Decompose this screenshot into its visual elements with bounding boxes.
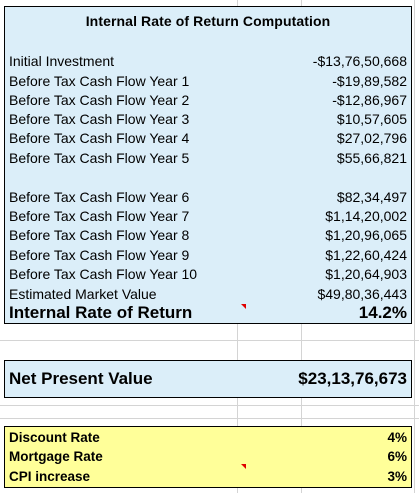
row-value: $1,20,96,065 [325, 226, 407, 243]
row-value: -$12,86,967 [332, 91, 407, 108]
row-mortgage-rate[interactable]: Mortgage Rate 6% [9, 447, 407, 466]
row-value: $49,80,36,443 [317, 285, 407, 302]
row-cash-flow-year-3[interactable]: Before Tax Cash Flow Year 3 $10,57,605 [9, 109, 407, 128]
rate-value: 6% [387, 449, 407, 464]
row-cash-flow-year-4[interactable]: Before Tax Cash Flow Year 4 $27,02,796 [9, 128, 407, 147]
rate-label: Mortgage Rate [9, 449, 103, 464]
npv-panel: Net Present Value $23,13,76,673 [4, 360, 412, 398]
column-gridline [414, 0, 415, 493]
irr-result-label: Internal Rate of Return [9, 303, 193, 322]
row-cash-flow-year-7[interactable]: Before Tax Cash Flow Year 7 $1,14,20,002 [9, 206, 407, 225]
npv-label: Net Present Value [9, 369, 153, 388]
row-cpi-increase[interactable]: CPI increase 3% [9, 467, 407, 486]
row-cash-flow-year-2[interactable]: Before Tax Cash Flow Year 2 -$12,86,967 [9, 90, 407, 109]
row-label: Before Tax Cash Flow Year 3 [9, 110, 190, 127]
row-label: Before Tax Cash Flow Year 1 [9, 72, 190, 89]
row-label: Before Tax Cash Flow Year 7 [9, 207, 190, 224]
row-label: Before Tax Cash Flow Year 9 [9, 246, 190, 263]
row-gridline [0, 405, 419, 406]
row-cash-flow-year-10[interactable]: Before Tax Cash Flow Year 10 $1,20,64,90… [9, 264, 407, 283]
irr-panel-title: Internal Rate of Return Computation [85, 13, 331, 29]
row-value: $1,20,64,903 [325, 265, 407, 282]
row-label: Initial Investment [9, 52, 115, 69]
row-initial-investment[interactable]: Initial Investment -$13,76,50,668 [9, 51, 407, 70]
row-cash-flow-year-1[interactable]: Before Tax Cash Flow Year 1 -$19,89,582 [9, 71, 407, 90]
row-internal-rate-of-return[interactable]: Internal Rate of Return 14.2% [9, 302, 407, 324]
row-cash-flow-year-6[interactable]: Before Tax Cash Flow Year 6 $82,34,497 [9, 187, 407, 206]
row-label: Estimated Market Value [9, 285, 157, 302]
row-label: Before Tax Cash Flow Year 4 [9, 129, 190, 146]
row-label: Before Tax Cash Flow Year 5 [9, 149, 190, 166]
row-value: -$19,89,582 [332, 72, 407, 89]
comment-indicator-icon[interactable] [241, 304, 246, 309]
rate-value: 4% [387, 430, 407, 445]
comment-indicator-icon[interactable] [241, 464, 246, 469]
row-value: $1,22,60,424 [325, 246, 407, 263]
irr-result-value: 14.2% [358, 303, 407, 322]
row-label: Before Tax Cash Flow Year 2 [9, 91, 190, 108]
rates-panel: Discount Rate 4% Mortgage Rate 6% CPI in… [4, 426, 412, 488]
row-estimated-market-value[interactable]: Estimated Market Value $49,80,36,443 [9, 284, 407, 303]
rate-value: 3% [387, 469, 407, 484]
row-label: Before Tax Cash Flow Year 10 [9, 265, 198, 282]
row-gridline [0, 418, 419, 419]
row-discount-rate[interactable]: Discount Rate 4% [9, 428, 407, 447]
rate-label: Discount Rate [9, 430, 100, 445]
row-label: Before Tax Cash Flow Year 6 [9, 188, 190, 205]
rate-label: CPI increase [9, 469, 91, 484]
irr-computation-panel: Internal Rate of Return Computation Init… [4, 6, 412, 324]
row-value: $10,57,605 [336, 110, 407, 127]
row-cash-flow-year-8[interactable]: Before Tax Cash Flow Year 8 $1,20,96,065 [9, 225, 407, 244]
row-value: $55,66,821 [336, 149, 407, 166]
row-value: $1,14,20,002 [325, 207, 407, 224]
row-cash-flow-year-9[interactable]: Before Tax Cash Flow Year 9 $1,22,60,424 [9, 245, 407, 264]
row-cash-flow-year-5[interactable]: Before Tax Cash Flow Year 5 $55,66,821 [9, 148, 407, 167]
npv-value: $23,13,76,673 [298, 369, 407, 388]
row-net-present-value[interactable]: Net Present Value $23,13,76,673 [9, 367, 407, 391]
row-gridline [0, 340, 419, 341]
row-value: -$13,76,50,668 [312, 52, 407, 69]
row-value: $82,34,497 [336, 188, 407, 205]
row-label: Before Tax Cash Flow Year 8 [9, 226, 190, 243]
row-value: $27,02,796 [336, 129, 407, 146]
